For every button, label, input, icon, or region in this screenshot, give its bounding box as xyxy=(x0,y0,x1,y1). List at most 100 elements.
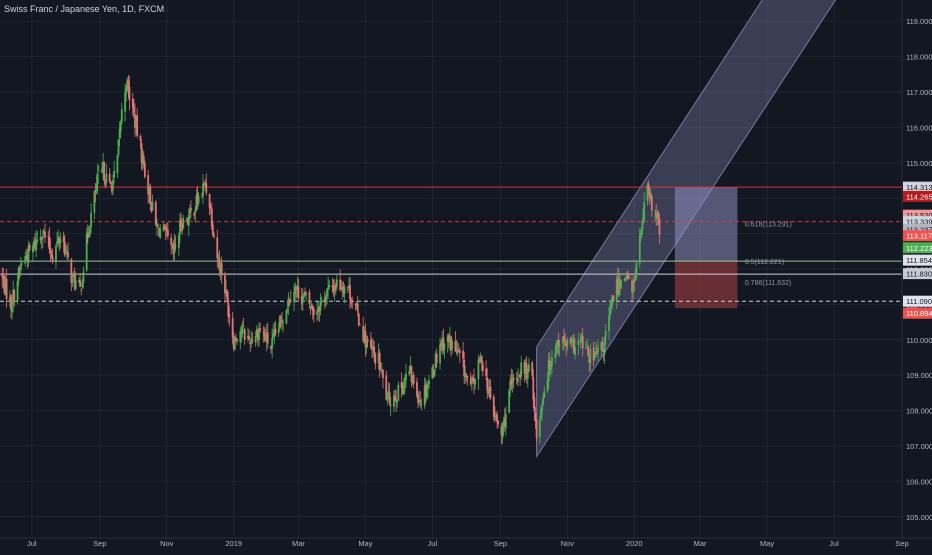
candle-body xyxy=(465,373,468,375)
candle-body xyxy=(208,194,211,208)
candle-body xyxy=(402,384,405,395)
candle-body xyxy=(641,226,643,235)
candle-body xyxy=(556,342,559,344)
candle-body xyxy=(10,294,12,310)
candle-body xyxy=(543,391,546,398)
candle-body xyxy=(496,414,498,422)
candle-body xyxy=(457,350,460,352)
candle-body xyxy=(604,330,607,338)
price-label-badge: 110.894 xyxy=(903,307,932,319)
candle-body xyxy=(408,371,411,375)
candle-body xyxy=(387,390,390,394)
price-label-badge: 114.265 xyxy=(903,190,932,202)
candle-body xyxy=(379,368,382,370)
candle-body xyxy=(11,306,13,313)
candle-body xyxy=(34,241,37,248)
candle-body xyxy=(570,339,573,342)
candle-body xyxy=(55,245,57,263)
candle-body xyxy=(240,332,243,333)
candle-body xyxy=(626,275,629,276)
candle-body xyxy=(74,280,77,290)
candle-body xyxy=(2,277,5,280)
candle-body xyxy=(227,299,230,317)
time-tick-label: Nov xyxy=(561,539,575,548)
candle-body xyxy=(312,308,315,315)
candle-body xyxy=(317,309,320,312)
candle-body xyxy=(42,231,45,234)
candle-body xyxy=(104,181,107,184)
candle-body xyxy=(179,220,181,235)
candle-body xyxy=(419,400,422,403)
price-tick-label: 108.000 xyxy=(906,407,932,416)
candle-body xyxy=(116,155,119,174)
candle-body xyxy=(642,217,644,225)
price-label-box xyxy=(903,307,932,319)
candle-body xyxy=(472,377,474,381)
candle-body xyxy=(285,310,288,324)
candle-body xyxy=(320,298,323,300)
candle-body xyxy=(555,343,558,353)
candle-body xyxy=(163,224,166,225)
candle-body xyxy=(156,224,158,228)
candle-body xyxy=(518,375,520,377)
candle-body xyxy=(64,250,67,254)
candle-body xyxy=(1,273,4,278)
candle-body xyxy=(456,349,459,353)
candle-body xyxy=(125,88,128,94)
candle-body xyxy=(173,243,176,254)
candle-body xyxy=(395,399,398,402)
candle-body xyxy=(564,339,567,341)
time-axis-background xyxy=(0,538,932,550)
candle-body xyxy=(310,303,313,310)
candle-body xyxy=(263,333,266,336)
candle-body xyxy=(357,313,360,326)
candle-body xyxy=(211,225,214,236)
time-tick-label: May xyxy=(358,539,372,548)
price-label-box xyxy=(903,181,932,193)
candle-body xyxy=(615,279,618,301)
price-label-text: 112.223 xyxy=(906,244,932,253)
candle-body xyxy=(12,289,15,305)
candle-body xyxy=(141,154,144,165)
price-tick-label: 115.000 xyxy=(906,159,932,168)
candle-body xyxy=(350,298,353,304)
candle-body xyxy=(531,362,534,376)
candle-body xyxy=(442,337,445,351)
price-label-text: 113.520 xyxy=(906,211,932,220)
candle-body xyxy=(627,275,630,280)
candle-body xyxy=(159,228,162,239)
candle-body xyxy=(296,285,299,288)
candle-body xyxy=(249,342,252,345)
candle-body xyxy=(620,280,622,288)
candle-body xyxy=(35,239,38,251)
candle-body xyxy=(493,416,496,418)
price-label-box xyxy=(903,295,932,307)
candle-body xyxy=(140,143,143,163)
candle-body xyxy=(517,378,519,382)
candle-body xyxy=(602,349,605,353)
candle-body xyxy=(119,121,122,132)
candle-body xyxy=(21,263,23,265)
candle-body xyxy=(134,113,136,128)
candle-body xyxy=(56,241,58,244)
candle-body xyxy=(425,387,428,398)
candle-body xyxy=(389,404,392,407)
candle-body xyxy=(619,281,621,286)
candle-body xyxy=(181,228,184,231)
candle-body xyxy=(558,345,561,347)
candle-body xyxy=(220,263,223,276)
candle-body xyxy=(259,328,261,332)
time-tick-label: Mar xyxy=(292,539,305,548)
candle-body xyxy=(510,378,513,385)
price-label-badge: 112.223 xyxy=(903,242,932,254)
candle-body xyxy=(497,420,500,424)
candle-body xyxy=(297,286,300,299)
candle-body xyxy=(538,420,541,438)
candle-body xyxy=(287,297,290,307)
candle-body xyxy=(533,397,536,412)
candle-body xyxy=(404,379,406,385)
time-tick-label: 2020 xyxy=(626,539,643,548)
candle-body xyxy=(213,235,215,237)
